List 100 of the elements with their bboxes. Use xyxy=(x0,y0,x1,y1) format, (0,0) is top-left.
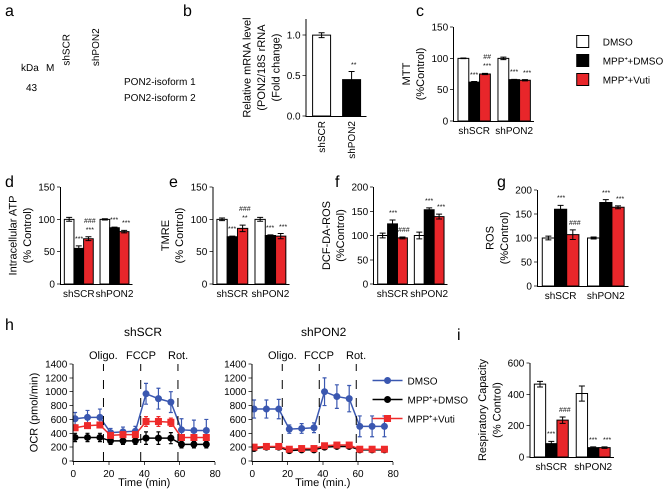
y-axis-title: ROS (%Control) xyxy=(484,212,511,264)
y-axis-title: Respiratory Capacity (% Control) xyxy=(477,358,504,462)
y-tick-label: 1000 xyxy=(224,387,247,398)
x-tick-label: 20 xyxy=(282,469,294,480)
point xyxy=(178,434,185,441)
y-tick-label: 1.0 xyxy=(286,30,302,42)
x-tick-label: shSCR xyxy=(376,289,408,300)
y-tick-label: 150 xyxy=(38,182,56,194)
text: kDa xyxy=(21,63,40,74)
y-tick-label: 600 xyxy=(508,358,525,370)
point xyxy=(73,415,79,422)
point xyxy=(178,426,185,434)
text: shPON2 xyxy=(91,28,102,66)
x-tick-label: 60 xyxy=(174,469,186,480)
point xyxy=(167,434,174,442)
y-tick-label: 0 xyxy=(526,282,532,292)
point xyxy=(167,398,174,406)
chart-title: shSCR xyxy=(124,325,162,339)
point xyxy=(96,414,104,421)
x-tick-label: 0 xyxy=(70,469,77,480)
ref-line-label: Oligo. xyxy=(268,350,297,362)
y-tick-label: 0 xyxy=(362,280,369,290)
y-tick-label: 50 xyxy=(44,247,56,258)
point xyxy=(142,434,150,442)
y-axis-title: TMRE (% Control) xyxy=(160,208,186,264)
y-axis-title: MTT (%Control) xyxy=(400,48,428,100)
y-tick-label: 800 xyxy=(230,401,247,412)
legend-label: DMSO xyxy=(408,376,438,388)
ref-line-label: Rot. xyxy=(346,350,366,362)
point xyxy=(154,395,162,402)
y-axis-title: DCF-DA-ROS (%Control) xyxy=(320,200,348,270)
y-tick-label: 150 xyxy=(431,22,449,34)
point xyxy=(252,406,258,413)
point xyxy=(356,422,364,430)
text: h xyxy=(5,317,14,334)
point xyxy=(321,388,328,396)
x-tick-label: 60 xyxy=(352,469,364,480)
y-tick-label: 50 xyxy=(437,85,449,96)
y-tick-label: 600 xyxy=(50,414,68,426)
chart-title: b xyxy=(183,3,192,20)
y-tick-label: 50 xyxy=(520,258,532,268)
point xyxy=(368,422,376,430)
y-tick-label: 1400 xyxy=(45,360,68,370)
y-tick-label: 100 xyxy=(515,234,532,244)
legend-label: MPP⁺+DMSO xyxy=(602,56,664,68)
y-axis-title: OCR (pmol/min) xyxy=(28,372,41,452)
x-tick-label: 80 xyxy=(210,469,222,480)
x-axis-title: Time (min) xyxy=(118,477,170,489)
y-tick-label: 200 xyxy=(50,442,68,454)
point xyxy=(202,427,210,434)
x-tick-label: 20 xyxy=(103,469,115,480)
text: M xyxy=(46,63,54,74)
x-tick-label: 0 xyxy=(250,469,256,480)
x-tick-label: shPON2 xyxy=(252,289,290,300)
y-tick-label: 100 xyxy=(352,231,369,242)
text: shSCR xyxy=(62,34,73,66)
legend-label: MPP⁺+DMSO xyxy=(408,395,468,406)
chart-title: g xyxy=(497,174,506,191)
x-tick-label: shPON2 xyxy=(346,120,358,159)
chart-title: i xyxy=(457,327,461,344)
point xyxy=(275,406,282,413)
ref-line-label: FCCP xyxy=(304,350,334,362)
y-tick-label: 100 xyxy=(190,214,208,226)
y-tick-label: 0 xyxy=(518,452,525,464)
y-tick-label: 0 xyxy=(202,280,208,290)
x-tick-label: shSCR xyxy=(62,289,95,300)
ref-line-label: FCCP xyxy=(126,350,156,362)
point xyxy=(202,434,210,441)
y-tick-label: 400 xyxy=(508,390,525,401)
x-tick-label: shSCR xyxy=(216,289,248,300)
y-tick-label: 100 xyxy=(431,54,449,65)
ref-line-label: Rot. xyxy=(168,350,188,362)
y-tick-label: 800 xyxy=(50,401,68,412)
x-tick-label: 80 xyxy=(388,469,400,480)
x-tick-label: shSCR xyxy=(316,121,328,153)
x-tick-label: shPON2 xyxy=(495,126,534,137)
point xyxy=(190,434,198,441)
legend-label: MPP⁺+Vuti xyxy=(602,75,650,86)
point xyxy=(142,390,150,398)
point xyxy=(84,414,92,421)
point xyxy=(333,393,340,400)
y-tick-label: 50 xyxy=(196,247,208,258)
y-tick-label: 150 xyxy=(352,206,369,218)
point xyxy=(96,421,104,428)
y-tick-label: 0.5 xyxy=(286,71,302,82)
y-tick-label: 200 xyxy=(352,182,369,194)
point xyxy=(380,422,388,430)
point xyxy=(262,406,270,413)
x-tick-label: shSCR xyxy=(544,291,576,302)
text: a xyxy=(5,3,14,20)
point xyxy=(346,395,353,402)
y-tick-label: 600 xyxy=(230,414,247,426)
chart-title: f xyxy=(335,174,340,191)
x-axis-title: Time (min.) xyxy=(295,477,350,489)
y-tick-label: 200 xyxy=(230,442,247,454)
x-tick-label: shPON2 xyxy=(96,289,134,300)
y-tick-label: 0.0 xyxy=(286,112,302,122)
text: PON2-isoform 2 xyxy=(124,93,196,104)
y-tick-label: 1000 xyxy=(45,387,68,398)
chart-title: c xyxy=(416,3,424,20)
